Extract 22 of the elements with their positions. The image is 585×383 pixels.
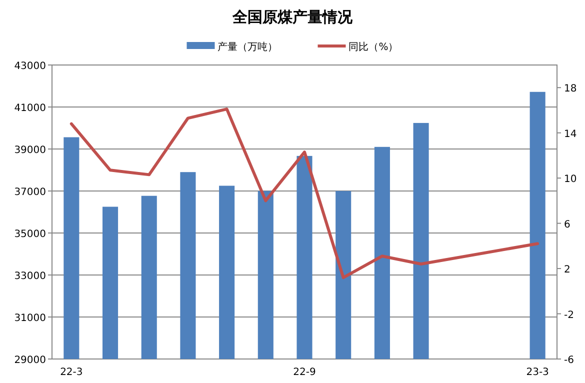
legend-label: 同比（%）	[348, 41, 398, 53]
y2-tick-label: -6	[564, 355, 574, 366]
y2-tick-label: 2	[564, 264, 570, 276]
y2-tick-label: 18	[564, 84, 577, 95]
legend-label: 产量（万吨）	[218, 41, 278, 53]
y-tick-label: 31000	[14, 313, 46, 324]
y-tick-label: 37000	[14, 187, 46, 198]
y2-tick-label: -2	[564, 310, 574, 321]
line-series	[70, 108, 540, 280]
y-tick-label: 43000	[14, 61, 46, 72]
x-tick-label: 22-3	[60, 367, 83, 378]
x-tick-label: 23-3	[526, 367, 549, 378]
y-tick-label: 33000	[14, 271, 46, 282]
y2-tick-label: 14	[564, 128, 577, 140]
y-tick-label: 29000	[14, 355, 46, 366]
y-tick-label: 39000	[14, 145, 46, 156]
y-tick-label: 41000	[14, 103, 46, 114]
y2-tick-label: 10	[564, 174, 577, 186]
x-tick-label: 22-9	[293, 367, 316, 378]
y-tick-label: 35000	[14, 229, 46, 240]
y2-tick-label: 6	[564, 219, 570, 230]
chart-title: 全国原煤产量情况	[232, 8, 354, 26]
